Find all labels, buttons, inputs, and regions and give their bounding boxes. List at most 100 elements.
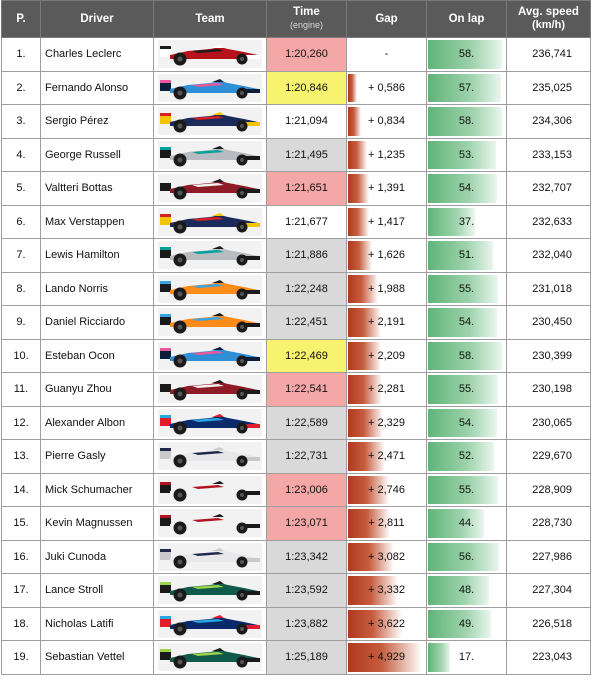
haas-car-icon (158, 475, 262, 504)
on-lap-value: 37. (458, 215, 475, 228)
lap-time-cell: 1:23,006 (266, 472, 347, 507)
gap-bar (348, 576, 399, 605)
table-row[interactable]: 4. George Russell 1:21,495 + 1,235 53. 2… (1, 137, 591, 172)
alphatauri-car-icon (158, 542, 262, 571)
table-row[interactable]: 5. Valtteri Bottas 1:21,651 + 1,391 54. … (1, 171, 591, 206)
gap-cell: + 1,988 (346, 271, 427, 306)
gap-cell: + 0,586 (346, 70, 427, 105)
alphatauri-car-icon (158, 442, 262, 471)
avg-speed-cell: 223,043 (506, 640, 591, 675)
mclaren-car-icon (158, 308, 262, 337)
table-row[interactable]: 15. Kevin Magnussen 1:23,071 + 2,811 44.… (1, 506, 591, 541)
lap-time-cell: 1:22,248 (266, 271, 347, 306)
table-row[interactable]: 6. Max Verstappen 1:21,677 + 1,417 37. 2… (1, 204, 591, 239)
team-car-cell (153, 305, 267, 340)
gap-bar (348, 341, 382, 370)
on-lap-value: 53. (458, 148, 475, 161)
table-row[interactable]: 12. Alexander Albon 1:22,589 + 2,329 54.… (1, 405, 591, 440)
table-row[interactable]: 17. Lance Stroll 1:23,592 + 3,332 48. 22… (1, 573, 591, 608)
on-lap-value: 48. (458, 584, 475, 597)
table-row[interactable]: 9. Daniel Ricciardo 1:22,451 + 2,191 54.… (1, 305, 591, 340)
ferrari-car-icon (158, 40, 262, 69)
gap-value: + 2,281 (367, 383, 405, 396)
team-car-cell (153, 238, 267, 273)
on-lap-value: 17. (458, 651, 475, 664)
gap-bar (348, 475, 390, 504)
driver-cell: Lando Norris (40, 271, 154, 306)
position-cell: 8. (1, 271, 41, 306)
on-lap-cell: 58. (426, 104, 507, 139)
gap-cell: + 2,191 (346, 305, 427, 340)
gap-cell: + 1,391 (346, 171, 427, 206)
on-lap-cell: 58. (426, 37, 507, 72)
gap-bar (348, 542, 395, 571)
on-lap-value: 57. (458, 81, 475, 94)
col-header-time[interactable]: Time (engine) (266, 0, 347, 38)
col-header-gap[interactable]: Gap (346, 0, 427, 38)
gap-cell: + 1,626 (346, 238, 427, 273)
col-header-driver[interactable]: Driver (40, 0, 154, 38)
table-row[interactable]: 19. Sebastian Vettel 1:25,189 + 4,929 17… (1, 640, 591, 675)
avg-speed-cell: 230,065 (506, 405, 591, 440)
table-row[interactable]: 3. Sergio Pérez 1:21,094 + 0,834 58. 234… (1, 104, 591, 139)
avg-speed-cell: 229,670 (506, 439, 591, 474)
lap-time-cell: 1:23,882 (266, 606, 347, 641)
lap-time-cell: 1:21,651 (266, 171, 347, 206)
table-row[interactable]: 2. Fernando Alonso 1:20,846 + 0,586 57. … (1, 70, 591, 105)
lap-time-cell: 1:23,592 (266, 573, 347, 608)
avg-speed-cell: 227,986 (506, 539, 591, 574)
position-cell: 16. (1, 539, 41, 574)
on-lap-cell: 17. (426, 640, 507, 675)
col-header-avg-speed[interactable]: Avg. speed (km/h) (506, 0, 591, 38)
table-row[interactable]: 14. Mick Schumacher 1:23,006 + 2,746 55.… (1, 472, 591, 507)
team-car-cell (153, 472, 267, 507)
on-lap-value: 52. (458, 450, 475, 463)
gap-cell: + 3,082 (346, 539, 427, 574)
team-car-cell (153, 338, 267, 373)
position-cell: 19. (1, 640, 41, 675)
aston-martin-car-icon (158, 643, 262, 672)
gap-value: + 2,471 (367, 450, 405, 463)
col-header-on-lap[interactable]: On lap (426, 0, 507, 38)
on-lap-bar (428, 609, 491, 638)
driver-cell: Sergio Pérez (40, 104, 154, 139)
col-header-position[interactable]: P. (1, 0, 41, 38)
table-row[interactable]: 8. Lando Norris 1:22,248 + 1,988 55. 231… (1, 271, 591, 306)
position-cell: 2. (1, 70, 41, 105)
on-lap-cell: 54. (426, 305, 507, 340)
gap-bar (348, 274, 378, 303)
gap-bar (348, 643, 422, 672)
position-cell: 18. (1, 606, 41, 641)
lap-time-cell: 1:21,886 (266, 238, 347, 273)
gap-value: + 2,191 (367, 316, 405, 329)
avg-speed-cell: 232,707 (506, 171, 591, 206)
gap-value: + 2,209 (367, 349, 405, 362)
col-header-team[interactable]: Team (153, 0, 267, 38)
position-cell: 6. (1, 204, 41, 239)
table-row[interactable]: 1. Charles Leclerc 1:20,260 - 58. 236,74… (1, 37, 591, 72)
table-row[interactable]: 16. Juki Cunoda 1:23,342 + 3,082 56. 227… (1, 539, 591, 574)
time-header-sublabel: (engine) (289, 20, 324, 30)
driver-cell: Guanyu Zhou (40, 372, 154, 407)
table-row[interactable]: 13. Pierre Gasly 1:22,731 + 2,471 52. 22… (1, 439, 591, 474)
gap-cell: + 1,235 (346, 137, 427, 172)
on-lap-value: 55. (458, 483, 475, 496)
team-car-cell (153, 506, 267, 541)
gap-value: + 2,746 (367, 483, 405, 496)
gap-value: + 3,622 (367, 617, 405, 630)
lap-time-cell: 1:22,469 (266, 338, 347, 373)
avg-speed-cell: 235,025 (506, 70, 591, 105)
table-row[interactable]: 18. Nicholas Latifi 1:23,882 + 3,622 49.… (1, 606, 591, 641)
table-row[interactable]: 10. Esteban Ocon 1:22,469 + 2,209 58. 23… (1, 338, 591, 373)
aston-martin-car-icon (158, 576, 262, 605)
table-row[interactable]: 7. Lewis Hamilton 1:21,886 + 1,626 51. 2… (1, 238, 591, 273)
team-car-cell (153, 573, 267, 608)
on-lap-cell: 49. (426, 606, 507, 641)
speed-header-sublabel: (km/h) (532, 19, 565, 31)
table-row[interactable]: 11. Guanyu Zhou 1:22,541 + 2,281 55. 230… (1, 372, 591, 407)
team-car-cell (153, 640, 267, 675)
on-lap-bar (428, 40, 502, 69)
alfa-romeo-car-icon (158, 174, 262, 203)
gap-value: + 1,988 (367, 282, 405, 295)
gap-value: + 0,834 (367, 115, 405, 128)
